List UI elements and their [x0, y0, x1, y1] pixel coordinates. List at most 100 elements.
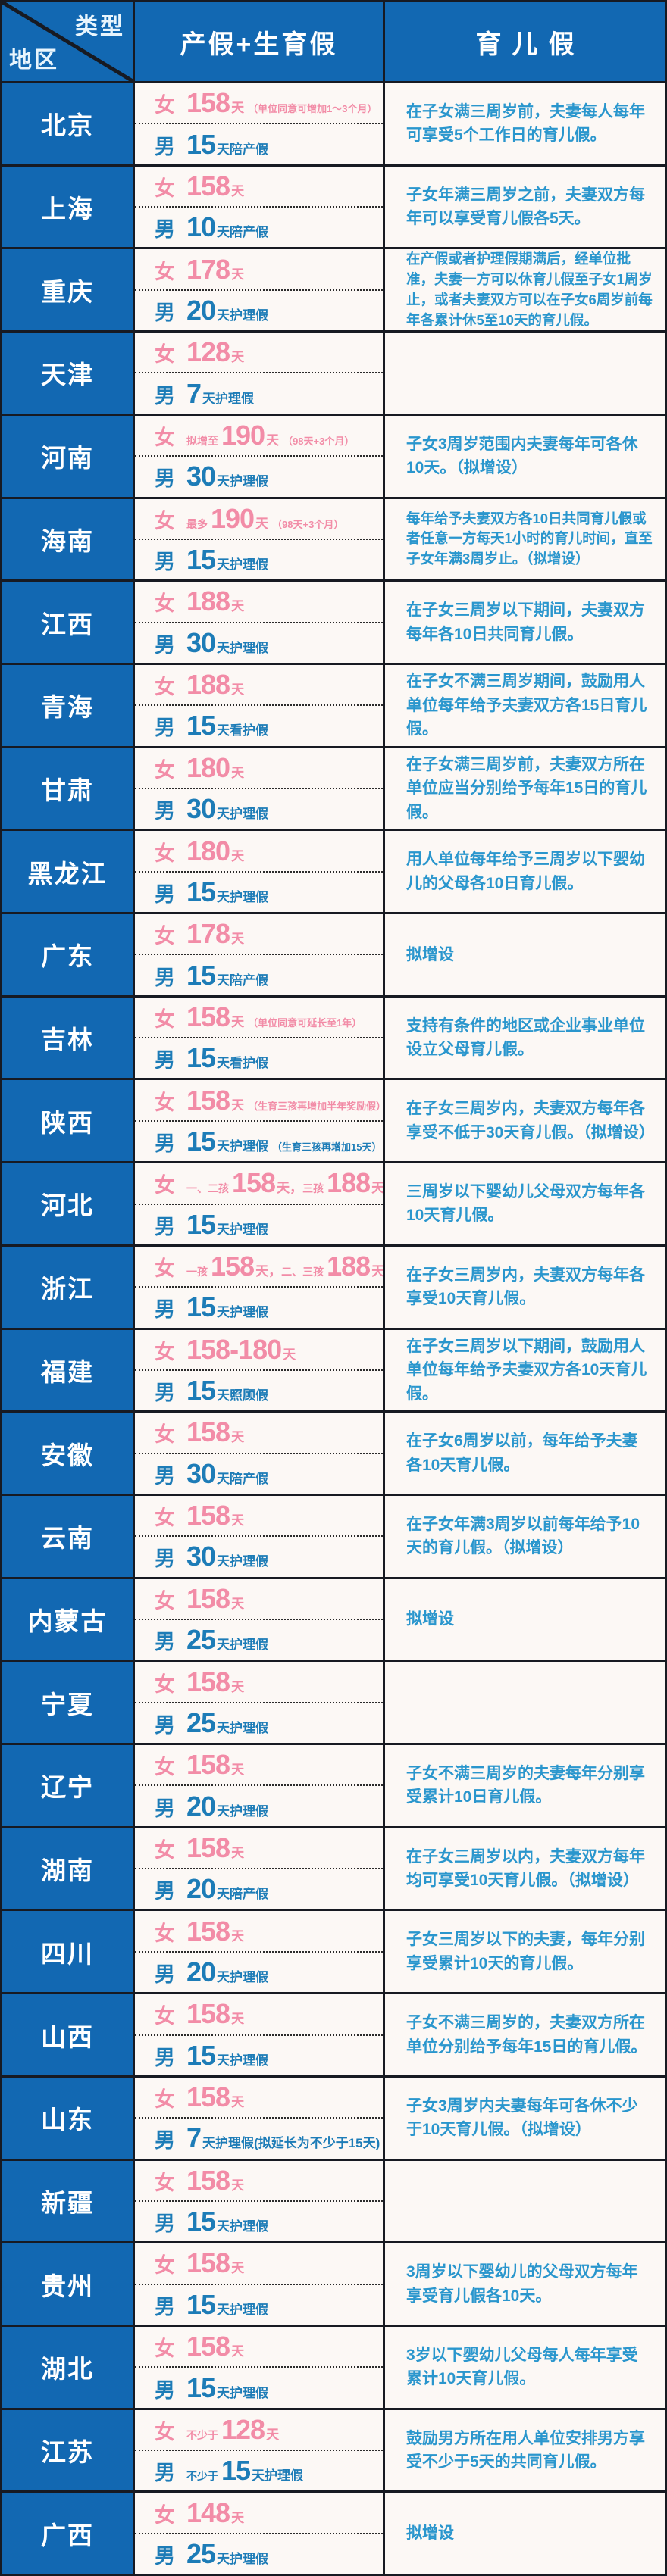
male-label: 男	[155, 1215, 175, 1238]
female-leave-text: 女 158 天	[155, 2164, 245, 2196]
male-days: 15	[186, 2039, 216, 2071]
male-leave-row: 男 7 天护理假	[135, 373, 383, 413]
female-label: 女	[155, 758, 175, 782]
parental-leave-cell: 在子女满三周岁前，夫妻双方所在单位应当分别给予每年15日的育儿假。	[385, 748, 665, 829]
male-days: 15	[186, 1208, 216, 1240]
male-label: 男	[155, 2129, 175, 2153]
table-body: 北京 女 158 天（单位同意可增加1～3个月） 男 15 天陪产假 在子女满三周岁前，…	[2, 81, 665, 2574]
male-days: 30	[186, 626, 216, 658]
male-leave-row: 男 20 天护理假	[135, 1786, 383, 1825]
table-row: 天津 女 128 天 男 7 天护理假	[2, 330, 665, 414]
male-leave-text: 男 7 天护理假	[155, 377, 255, 409]
male-leave-text: 男 15 天护理假	[155, 876, 269, 907]
female-label: 女	[155, 1257, 175, 1281]
maternity-cell: 女 158 天 男 25 天护理假	[135, 1578, 385, 1660]
maternity-cell: 女 148 天 男 25 天护理假	[135, 2493, 385, 2574]
male-leave-row: 男不少于 15 天护理假	[135, 2451, 383, 2490]
female-label: 女	[155, 1838, 175, 1862]
male-days: 15	[186, 1042, 216, 1074]
male-leave-text: 男 15 天护理假 （生育三孩再增加15天）	[155, 1125, 382, 1157]
female-days: 158	[232, 1167, 276, 1199]
parental-leave-text: 拟增设	[406, 1610, 454, 1628]
maternity-cell: 女不少于 128 天 男不少于 15 天护理假	[135, 2409, 385, 2491]
female-days: 158	[186, 1084, 230, 1116]
maternity-cell: 女 158 天 男 20 天护理假	[135, 1911, 385, 1993]
region-name: 安徽	[2, 1413, 135, 1494]
female-leave-row: 女 188 天	[135, 582, 383, 623]
parental-leave-cell: 子女不满三周岁的夫妻每年分别享受累计10日育儿假。	[385, 1745, 665, 1826]
female-leave-text: 女 148 天	[155, 2496, 245, 2528]
female-days: 158	[186, 1998, 230, 2030]
maternity-cell: 女 158 天（单位同意可增加1～3个月） 男 15 天陪产假	[135, 83, 385, 164]
female-label: 女	[155, 1091, 175, 1114]
female-leave-text: 女 158 天	[155, 1749, 245, 1781]
parental-leave-cell	[385, 2160, 665, 2242]
parental-leave-cell: 鼓励男方所在用人单位安排男方享受不少于5天的共同育儿假。	[385, 2409, 665, 2491]
female-label: 女	[155, 1174, 175, 1197]
male-label: 男	[155, 1713, 175, 1737]
parental-leave-text: 鼓励男方所在用人单位安排男方享受不少于5天的共同育儿假。	[406, 2429, 645, 2471]
parental-leave-text: 在子女三周岁内，夫妻双方每年各享受10天育儿假。	[406, 1266, 645, 1308]
female-days: 178	[186, 253, 230, 285]
male-leave-row: 男 15 天护理假 （生育三孩再增加15天）	[135, 1122, 383, 1161]
maternity-cell: 女 158 天 男 30 天陪产假	[135, 1413, 385, 1494]
male-label: 男	[155, 135, 175, 158]
table-row: 安徽 女 158 天 男 30 天陪产假 在子女6周岁以前，每年给予夫妻各10天育儿假。	[2, 1410, 665, 1494]
male-leave-text: 男 30 天护理假	[155, 1541, 269, 1572]
female-days: 158	[186, 1915, 230, 1947]
table-row: 北京 女 158 天（单位同意可增加1～3个月） 男 15 天陪产假 在子女满三周岁前，…	[2, 81, 665, 164]
region-name: 北京	[2, 83, 135, 164]
male-label: 男	[155, 1797, 175, 1820]
parental-leave-text: 子女年满三周岁之前，夫妻双方每年可以享受育儿假各5天。	[406, 186, 645, 228]
female-note: （单位同意可延长至1年）	[248, 1016, 362, 1029]
female-leave-text: 女 158 天	[155, 1416, 245, 1448]
parental-leave-cell: 在子女不满三周岁期间，鼓励用人单位每年给予夫妻双方各15日育儿假。	[385, 664, 665, 746]
male-leave-text: 男 30 天护理假	[155, 793, 269, 825]
parental-leave-cell: 子女三周岁以下的夫妻，每年分别享受累计10天的育儿假。	[385, 1911, 665, 1993]
region-name: 江西	[2, 582, 135, 663]
male-leave-row: 男 30 天护理假	[135, 457, 383, 496]
male-leave-row: 男 20 天陪产假	[135, 1869, 383, 1909]
maternity-cell: 女 188 天 男 30 天护理假	[135, 582, 385, 663]
male-days: 7	[186, 377, 202, 409]
region-name: 新疆	[2, 2160, 135, 2242]
female-days: 158	[186, 170, 230, 201]
female-leave-text: 女不少于 128 天	[155, 2413, 280, 2445]
male-leave-text: 男不少于 15 天护理假	[155, 2455, 304, 2487]
male-leave-text: 男 20 天护理假	[155, 294, 269, 326]
female-label: 女	[155, 1423, 175, 1447]
male-leave-row: 男 20 天护理假	[135, 1953, 383, 1992]
female-leave-row: 女 178 天	[135, 249, 383, 291]
female-label: 女	[155, 94, 175, 117]
male-leave-text: 男 15 天护理假	[155, 2288, 269, 2320]
female-leave-row: 女 158 天	[135, 2078, 383, 2119]
parental-leave-text: 子女不满三周岁的，夫妻双方所在单位分别给予每年15日的育儿假。	[406, 2014, 647, 2056]
parental-leave-cell	[385, 1662, 665, 1744]
parental-leave-text: 子女3周岁内夫妻每年可各休不少于10天育儿假。（拟增设）	[406, 2097, 638, 2139]
female-note: （98天+3个月）	[272, 518, 344, 530]
region-name: 甘肃	[2, 748, 135, 829]
female-label: 女	[155, 2503, 175, 2527]
female-days: 180	[186, 835, 230, 866]
female-days: 190	[211, 502, 255, 534]
parental-leave-text: 拟增设	[406, 945, 454, 963]
male-label: 男	[155, 800, 175, 823]
male-leave-row: 男 25 天护理假	[135, 2534, 383, 2574]
female-days: 178	[186, 918, 230, 950]
female-days-2: 188	[327, 1251, 371, 1282]
table-row: 山西 女 158 天 男 15 天护理假 子女不满三周岁的，夫妻双方所在单位分别给予每年…	[2, 1992, 665, 2075]
male-label: 男	[155, 966, 175, 989]
parental-leave-text: 每年给予夫妻双方各10日共同育儿假或者任意一方每天1小时的育儿时间，直至子女年满…	[406, 510, 653, 567]
female-leave-text: 女 178 天	[155, 918, 245, 950]
maternity-cell: 女 158 天 男 10 天陪产假	[135, 166, 385, 248]
female-days: 188	[186, 669, 230, 701]
parental-leave-text: 在子女满三周岁前，夫妻每人每年可享受5个工作日的育儿假。	[406, 102, 645, 145]
region-name: 海南	[2, 498, 135, 580]
male-days: 15	[186, 128, 216, 160]
parental-leave-text: 在产假或者护理假期满后，经单位批准，夫妻一方可以休育儿假至子女1周岁止，或者夫妻…	[406, 251, 653, 328]
parental-leave-text: 在子女年满3周岁以前每年给予10天的育儿假。（拟增设）	[406, 1515, 640, 1557]
parental-leave-cell: 在子女年满3周岁以前每年给予10天的育儿假。（拟增设）	[385, 1495, 665, 1577]
male-label: 男	[155, 1963, 175, 1986]
female-leave-row: 女 180 天	[135, 748, 383, 789]
male-leave-row: 男 15 天护理假	[135, 2368, 383, 2407]
